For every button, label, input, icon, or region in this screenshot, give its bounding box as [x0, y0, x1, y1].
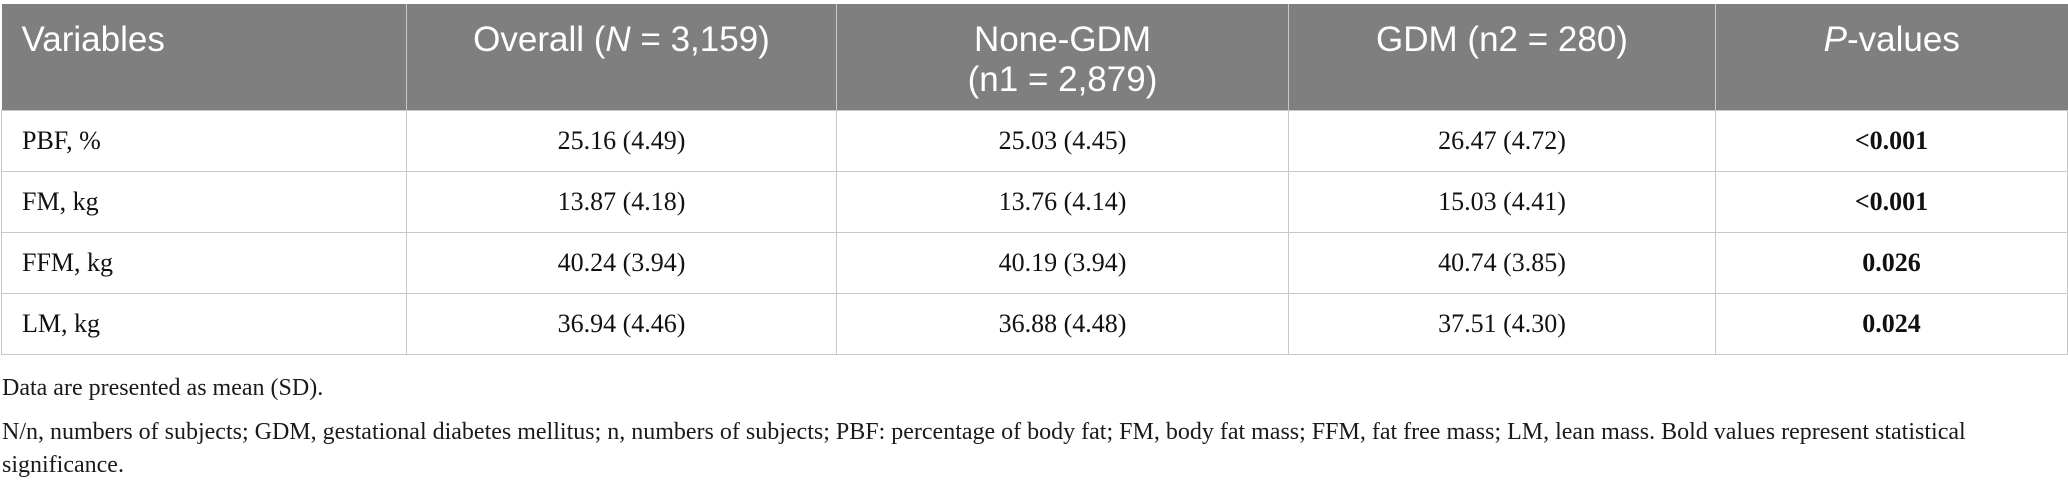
- table-container: Variables Overall (N = 3,159) None-GDM (n…: [0, 4, 2068, 355]
- cell-p-value: <0.001: [1715, 109, 2068, 171]
- footnote-data-presentation: Data are presented as mean (SD).: [2, 375, 324, 401]
- cell-gdm: 26.47 (4.72): [1288, 109, 1716, 171]
- cell-gdm: 37.51 (4.30): [1288, 292, 1716, 355]
- cell-overall: 36.94 (4.46): [406, 292, 837, 355]
- table-footnotes: Data are presented as mean (SD). N/n, nu…: [2, 372, 2064, 482]
- table-row: LM, kg 36.94 (4.46) 36.88 (4.48) 37.51 (…: [1, 292, 2068, 355]
- header-row: Variables Overall (N = 3,159) None-GDM (n…: [1, 4, 2068, 110]
- cell-variable: PBF, %: [1, 109, 407, 171]
- cell-overall: 40.24 (3.94): [406, 231, 837, 293]
- footnote-abbreviations: N/n, numbers of subjects; GDM, gestation…: [2, 419, 1966, 478]
- cell-gdm: 15.03 (4.41): [1288, 170, 1716, 232]
- header-gdm: GDM (n2 = 280): [1288, 4, 1716, 110]
- cell-variable: FFM, kg: [1, 231, 407, 293]
- header-overall: Overall (N = 3,159): [406, 4, 837, 110]
- header-none-gdm: None-GDM (n1 = 2,879): [836, 4, 1289, 110]
- cell-overall: 25.16 (4.49): [406, 109, 837, 171]
- header-p-values: P-values: [1715, 4, 2068, 110]
- table-row: FM, kg 13.87 (4.18) 13.76 (4.14) 15.03 (…: [1, 170, 2068, 232]
- cell-none-gdm: 40.19 (3.94): [836, 231, 1289, 293]
- header-variables: Variables: [1, 4, 407, 110]
- cell-p-value: 0.026: [1715, 231, 2068, 293]
- cell-p-value: 0.024: [1715, 292, 2068, 355]
- table-row: PBF, % 25.16 (4.49) 25.03 (4.45) 26.47 (…: [1, 109, 2068, 171]
- table-row: FFM, kg 40.24 (3.94) 40.19 (3.94) 40.74 …: [1, 231, 2068, 293]
- cell-gdm: 40.74 (3.85): [1288, 231, 1716, 293]
- cell-overall: 13.87 (4.18): [406, 170, 837, 232]
- cell-none-gdm: 25.03 (4.45): [836, 109, 1289, 171]
- cell-p-value: <0.001: [1715, 170, 2068, 232]
- cell-variable: FM, kg: [1, 170, 407, 232]
- data-table: Variables Overall (N = 3,159) None-GDM (n…: [1, 4, 2068, 355]
- cell-variable: LM, kg: [1, 292, 407, 355]
- cell-none-gdm: 13.76 (4.14): [836, 170, 1289, 232]
- cell-none-gdm: 36.88 (4.48): [836, 292, 1289, 355]
